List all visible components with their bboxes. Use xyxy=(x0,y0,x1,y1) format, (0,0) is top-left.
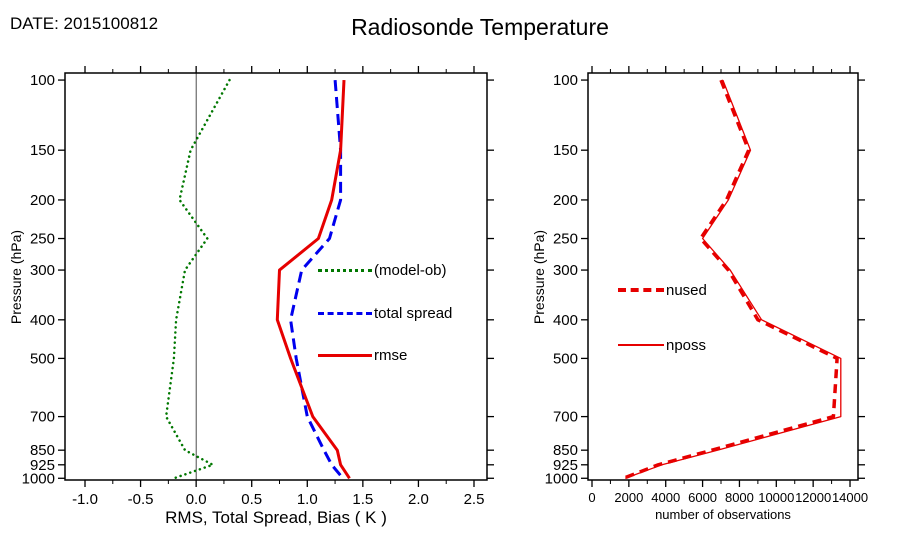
svg-text:100: 100 xyxy=(30,72,55,89)
svg-text:0.5: 0.5 xyxy=(241,491,262,508)
svg-text:6000: 6000 xyxy=(688,490,717,505)
svg-text:1000: 1000 xyxy=(545,470,578,487)
svg-text:100: 100 xyxy=(553,72,578,89)
svg-text:250: 250 xyxy=(30,231,55,248)
svg-text:850: 850 xyxy=(30,442,55,459)
svg-text:14000: 14000 xyxy=(832,490,868,505)
legend-label-nposs: nposs xyxy=(666,336,707,354)
svg-text:8000: 8000 xyxy=(725,490,754,505)
svg-text:10000: 10000 xyxy=(758,490,794,505)
svg-text:2.0: 2.0 xyxy=(408,491,429,508)
svg-text:850: 850 xyxy=(553,442,578,459)
svg-text:400: 400 xyxy=(30,312,55,329)
legend-label-nused: nused xyxy=(666,281,707,299)
svg-text:700: 700 xyxy=(553,409,578,426)
svg-text:500: 500 xyxy=(553,350,578,367)
svg-text:0.0: 0.0 xyxy=(186,491,207,508)
svg-text:925: 925 xyxy=(553,457,578,474)
left-y-axis-title: Pressure (hPa) xyxy=(8,229,24,325)
nposs-line-swatch xyxy=(618,344,664,346)
total-spread-line-swatch xyxy=(318,311,372,315)
svg-text:200: 200 xyxy=(553,192,578,209)
right-y-axis-title: Pressure (hPa) xyxy=(531,229,547,325)
rmse-line-swatch xyxy=(318,353,372,357)
svg-text:1000: 1000 xyxy=(22,470,55,487)
svg-text:2.5: 2.5 xyxy=(464,491,485,508)
legend-label-total-spread: total spread xyxy=(374,304,453,322)
legend-item-rmse: rmse xyxy=(318,345,407,365)
svg-text:700: 700 xyxy=(30,409,55,426)
svg-text:1.0: 1.0 xyxy=(297,491,318,508)
svg-text:0: 0 xyxy=(588,490,595,505)
page-title: Radiosonde Temperature xyxy=(351,14,609,40)
model-ob-line-swatch xyxy=(318,268,372,272)
right-x-axis-title: number of observations xyxy=(655,507,791,522)
svg-text:-0.5: -0.5 xyxy=(128,491,154,508)
legend-label-model-ob: (model-ob) xyxy=(374,261,447,279)
nused-line-swatch xyxy=(618,288,664,292)
svg-text:300: 300 xyxy=(553,262,578,279)
svg-text:200: 200 xyxy=(30,192,55,209)
svg-text:400: 400 xyxy=(553,312,578,329)
svg-text:2000: 2000 xyxy=(614,490,643,505)
svg-text:-1.0: -1.0 xyxy=(72,491,98,508)
svg-text:12000: 12000 xyxy=(795,490,831,505)
left-x-axis-title: RMS, Total Spread, Bias ( K ) xyxy=(165,508,387,527)
svg-text:4000: 4000 xyxy=(651,490,680,505)
date-label: DATE: 2015100812 xyxy=(10,14,159,33)
legend-item-nused: nused xyxy=(618,280,707,300)
svg-text:500: 500 xyxy=(30,350,55,367)
svg-text:150: 150 xyxy=(553,142,578,159)
svg-text:300: 300 xyxy=(30,262,55,279)
legend-item-nposs: nposs xyxy=(618,335,706,355)
legend-item-total-spread: total spread xyxy=(318,303,452,323)
svg-text:250: 250 xyxy=(553,231,578,248)
legend-label-rmse: rmse xyxy=(374,346,408,364)
svg-text:1.5: 1.5 xyxy=(352,491,373,508)
svg-text:925: 925 xyxy=(30,457,55,474)
legend-item-model-ob: (model-ob) xyxy=(318,260,447,280)
svg-text:150: 150 xyxy=(30,142,55,159)
